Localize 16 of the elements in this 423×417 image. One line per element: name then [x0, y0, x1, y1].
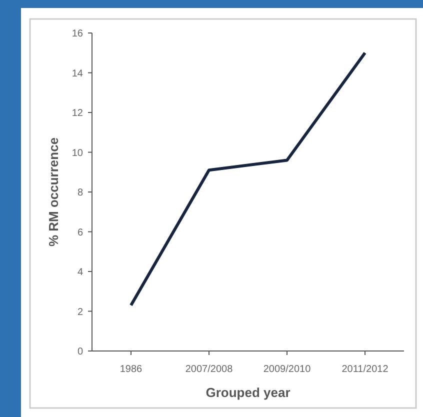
y-tick-label: 16	[72, 28, 84, 40]
y-tick-label: 14	[72, 68, 84, 80]
y-tick-label: 6	[77, 227, 84, 238]
line-series	[130, 51, 366, 307]
x-tick-label: 1986	[120, 364, 143, 375]
x-tick-label: 2007/2008	[185, 364, 234, 375]
y-tick-label: 2	[77, 306, 84, 318]
x-tick-label: 2009/2010	[263, 364, 312, 375]
x-axis-title: Grouped year	[206, 385, 290, 400]
y-tick-label: 0	[77, 346, 84, 358]
y-tick-label: 10	[72, 148, 84, 159]
y-tick-label: 8	[77, 188, 84, 198]
y-tick-label: 4	[77, 267, 84, 278]
y-axis-title: % RM occurrence	[46, 137, 61, 247]
y-tick-label: 12	[72, 108, 84, 119]
x-tick-label: 2011/2012	[342, 364, 389, 375]
